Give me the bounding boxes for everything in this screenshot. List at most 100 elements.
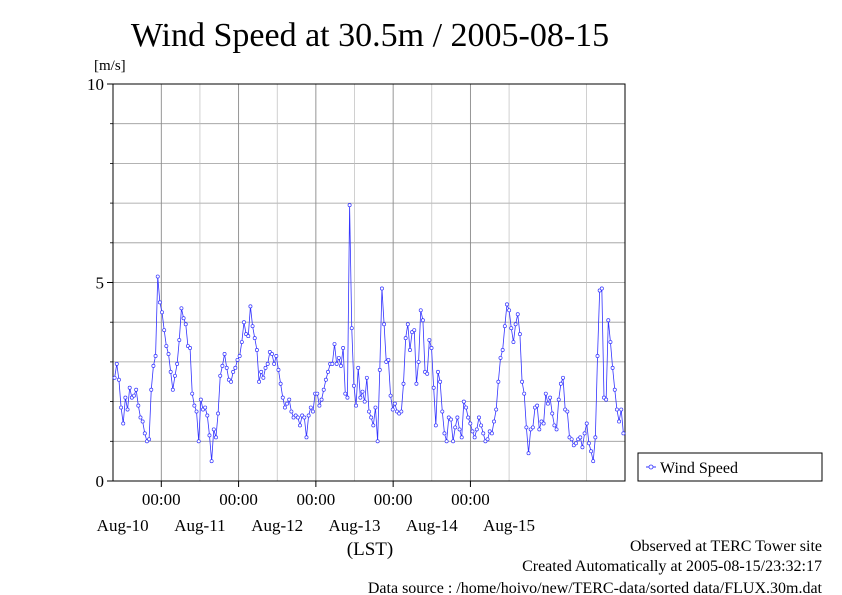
data-point xyxy=(530,425,535,430)
data-point xyxy=(479,423,484,428)
data-point xyxy=(345,395,350,400)
data-point xyxy=(565,409,570,414)
data-point xyxy=(155,274,160,279)
data-point xyxy=(175,361,180,366)
data-point xyxy=(235,357,240,362)
data-point xyxy=(505,302,509,307)
data-point xyxy=(500,348,505,352)
data-point xyxy=(429,346,434,350)
data-point xyxy=(408,348,412,352)
data-point xyxy=(339,363,343,368)
data-point xyxy=(474,427,479,432)
data-point xyxy=(492,419,496,424)
data-point xyxy=(231,369,236,374)
data-point xyxy=(593,435,598,440)
data-point xyxy=(541,421,546,426)
data-point xyxy=(405,322,410,327)
data-point xyxy=(496,379,501,384)
data-point xyxy=(252,336,257,341)
x-axis: 00:00 00:00 00:00 00:00 00:00 Aug-10 Aug-11 Aug… xyxy=(97,481,535,535)
y-tick-label: 5 xyxy=(96,274,105,293)
data-point xyxy=(584,421,589,426)
data-point xyxy=(610,365,615,370)
data-point xyxy=(481,431,486,436)
data-point xyxy=(323,377,328,382)
data-point xyxy=(321,387,326,392)
data-point xyxy=(334,361,339,366)
data-point xyxy=(403,336,408,341)
data-point xyxy=(332,342,337,346)
data-point xyxy=(461,399,466,404)
data-point xyxy=(138,415,143,420)
data-point xyxy=(455,415,460,420)
data-point xyxy=(545,401,550,406)
data-point xyxy=(162,328,167,333)
data-point xyxy=(520,379,525,384)
data-point xyxy=(317,403,322,408)
series-line xyxy=(114,205,624,462)
data-point xyxy=(537,427,542,432)
data-point xyxy=(127,385,132,390)
data-point xyxy=(621,431,626,436)
data-point xyxy=(453,425,458,430)
data-point xyxy=(558,381,563,386)
data-point xyxy=(282,405,287,410)
data-point xyxy=(134,387,139,392)
data-point xyxy=(612,387,617,392)
data-point xyxy=(416,359,421,364)
data-point xyxy=(371,423,376,428)
data-point xyxy=(246,334,251,339)
data-point xyxy=(604,397,609,402)
data-point xyxy=(362,399,367,404)
data-point xyxy=(216,411,221,416)
x-tick-date-label: Aug-15 xyxy=(483,516,535,535)
data-point xyxy=(289,409,294,414)
data-point xyxy=(464,405,468,410)
data-point xyxy=(379,286,384,291)
data-point xyxy=(351,383,356,388)
data-point xyxy=(123,395,128,400)
data-point xyxy=(170,387,175,392)
data-point xyxy=(522,391,527,396)
data-point xyxy=(192,403,197,408)
data-point xyxy=(614,407,619,412)
data-point xyxy=(194,409,199,414)
data-point xyxy=(459,435,464,440)
data-point xyxy=(263,365,268,370)
y-tick-label: 0 xyxy=(96,472,105,491)
data-point xyxy=(330,361,335,366)
data-point xyxy=(218,373,223,378)
data-point xyxy=(295,415,300,420)
data-point xyxy=(209,459,214,464)
data-point xyxy=(142,431,147,436)
data-point xyxy=(436,369,440,374)
data-point xyxy=(377,367,382,372)
data-point xyxy=(302,415,307,420)
data-point xyxy=(360,389,365,394)
data-point xyxy=(188,346,193,350)
data-point xyxy=(211,427,216,432)
data-point xyxy=(448,417,453,422)
data-point xyxy=(425,371,430,376)
data-point xyxy=(257,379,261,384)
data-point xyxy=(248,304,253,309)
data-point xyxy=(619,407,624,412)
data-point xyxy=(311,409,315,414)
data-point xyxy=(306,413,311,418)
x-axis-label: (LST) xyxy=(347,539,393,560)
data-point xyxy=(470,429,475,434)
data-point xyxy=(205,413,210,418)
plot-grid xyxy=(113,84,625,481)
data-point xyxy=(168,369,173,374)
chart-title: Wind Speed at 30.5m / 2005-08-15 xyxy=(131,17,609,54)
data-point xyxy=(498,355,503,360)
data-point xyxy=(242,320,246,325)
legend: Wind Speed xyxy=(637,452,823,482)
y-axis: 0 5 10 xyxy=(87,75,113,491)
data-point xyxy=(451,439,456,444)
created-note: Created Automatically at 2005-08-15/23:3… xyxy=(522,558,822,575)
data-point xyxy=(112,375,117,380)
data-point xyxy=(265,361,270,366)
data-point xyxy=(513,322,518,327)
y-tick-label: 10 xyxy=(87,75,104,94)
